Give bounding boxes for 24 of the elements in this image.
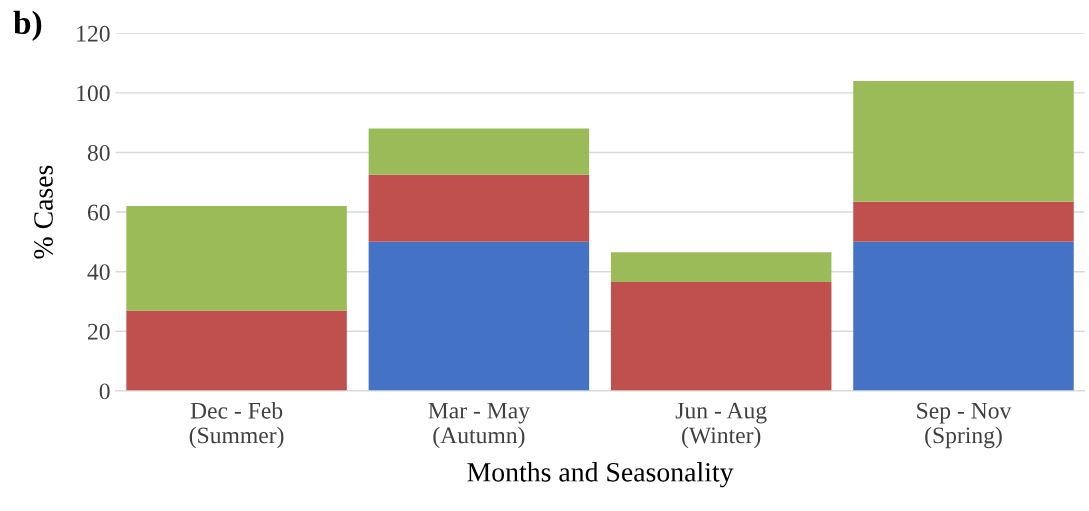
text: b) (13, 10, 42, 41)
x-tick-label: Sep - Nov (Spring) (917, 402, 1012, 449)
y-tick-label: 40 (87, 264, 110, 281)
bar (853, 241, 1074, 391)
y-tick-label: 80 (87, 144, 110, 161)
bar (610, 252, 832, 283)
x-tick-label: Jun - Aug (Winter) (675, 402, 767, 449)
y-tick-label: 0 (99, 383, 110, 400)
bar (853, 201, 1074, 242)
y-tick-label: 120 (77, 25, 110, 42)
bar (610, 282, 832, 391)
bar (126, 310, 347, 391)
y-tick-label: 60 (87, 204, 110, 221)
bar (126, 206, 347, 311)
bar (368, 174, 590, 242)
x-tick-label: Mar - May (Autumn) (428, 402, 530, 449)
bar (853, 80, 1074, 202)
y-tick-label: 20 (88, 323, 110, 340)
x-axis-title: Months and Seasonality (467, 462, 734, 488)
bar (368, 241, 590, 391)
y-tick-label: 100 (77, 85, 110, 102)
y-axis-title: % Cases (34, 165, 53, 259)
x-tick-label: Dec - Feb (Summer) (189, 402, 284, 449)
bar (368, 128, 590, 175)
